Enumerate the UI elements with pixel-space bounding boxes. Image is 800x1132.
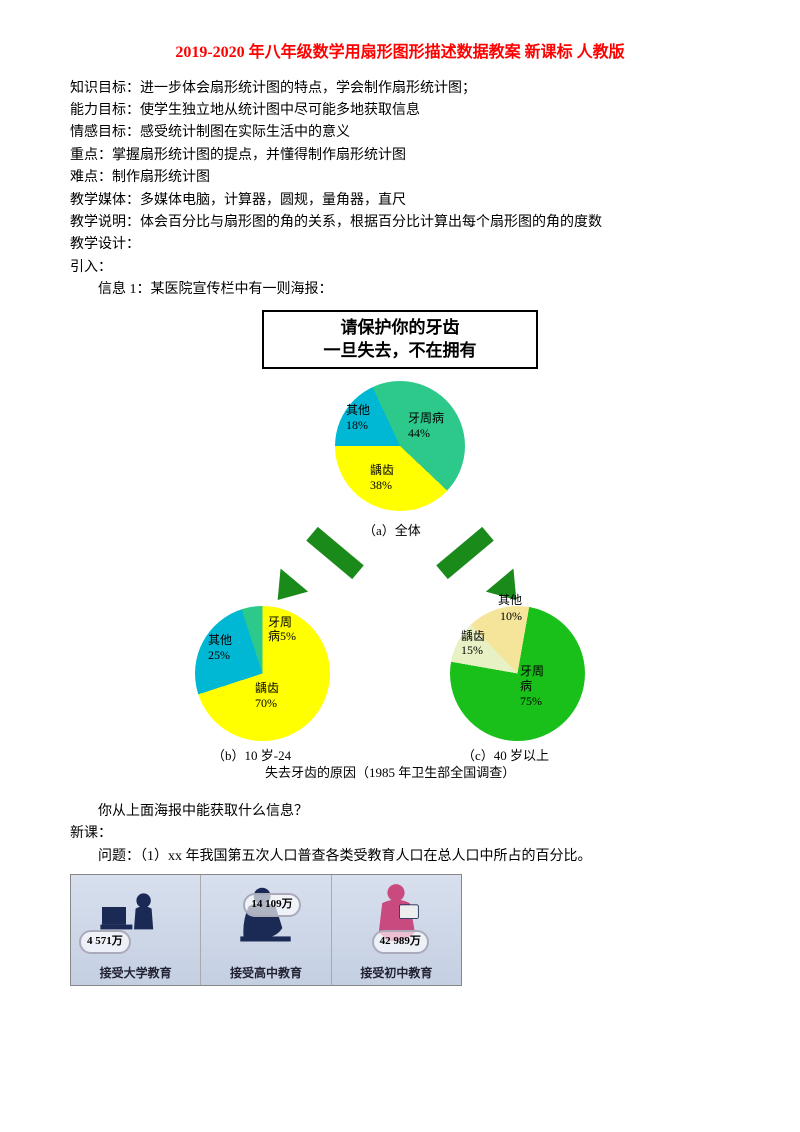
pie-a-pct-2: 38% xyxy=(370,478,392,492)
info-cell-highschool: 14 109万 接受高中教育 xyxy=(201,875,331,985)
pie-c-label-perio2: 病 xyxy=(520,679,532,693)
pie-c-pct-perio: 75% xyxy=(520,694,542,708)
pie-c-label-other: 其他 xyxy=(498,593,522,607)
info-caption-1: 接受大学教育 xyxy=(71,964,200,983)
info1-text: 信息 1：某医院宣传栏中有一则海报： xyxy=(70,279,730,301)
pie-b xyxy=(195,606,330,741)
pie-b-pct-3: 25% xyxy=(208,648,230,662)
question-after-poster: 你从上面海报中能获取什么信息？ xyxy=(70,801,730,823)
goal-emotion: 情感目标：感受统计制图在实际生活中的意义 xyxy=(70,122,730,144)
info-num-2: 14 109万 xyxy=(243,893,300,917)
charts-caption: 失去牙齿的原因（1985 年卫生部全国调查） xyxy=(265,763,515,784)
pie-a-label-2: 龋齿 xyxy=(370,463,394,477)
info-cell-middleschool: 42 989万 接受初中教育 xyxy=(332,875,461,985)
pie-a-pct-3: 18% xyxy=(346,418,368,432)
pie-b-label-1a: 牙周 xyxy=(268,615,292,629)
poster-box: 请保护你的牙齿 一旦失去，不在拥有 xyxy=(262,310,538,370)
goal-knowledge: 知识目标：进一步体会扇形统计图的特点，学会制作扇形统计图； xyxy=(70,78,730,100)
poster-line1: 请保护你的牙齿 xyxy=(270,316,530,340)
pie-c-label-caries: 龋齿 xyxy=(461,629,485,643)
goal-media: 教学媒体：多媒体电脑，计算器，圆规，量角器，直尺 xyxy=(70,190,730,212)
info-caption-3: 接受初中教育 xyxy=(332,964,461,983)
question-1: 问题：（1）xx 年我国第五次人口普查各类受教育人口在总人口中所占的百分比。 xyxy=(70,846,730,868)
intro-label: 引入： xyxy=(70,257,730,279)
pie-b-label-2: 龋齿 xyxy=(255,681,279,695)
pie-b-label-3: 其他 xyxy=(208,633,232,647)
arrow-left-stem xyxy=(306,527,364,579)
pie-a-caption: （a）全体 xyxy=(363,521,421,542)
pie-c-label-perio1: 牙周 xyxy=(520,664,544,678)
info-cell-university: 4 571万 接受大学教育 xyxy=(71,875,201,985)
pie-a xyxy=(335,381,465,511)
pie-a-label-1: 牙周病 xyxy=(408,411,444,425)
goal-design: 教学设计： xyxy=(70,234,730,256)
pie-b-label-1b: 病5% xyxy=(268,629,296,643)
goal-ability: 能力目标：使学生独立地从统计图中尽可能多地获取信息 xyxy=(70,100,730,122)
arrow-left-head xyxy=(264,569,308,612)
document-title: 2019-2020 年八年级数学用扇形图形描述数据教案 新课标 人教版 xyxy=(70,40,730,66)
newlesson-label: 新课： xyxy=(70,823,730,845)
goal-keypoint: 重点：掌握扇形统计图的提点，并懂得制作扇形统计图 xyxy=(70,145,730,167)
goal-difficulty: 难点：制作扇形统计图 xyxy=(70,167,730,189)
arrow-right-stem xyxy=(436,527,494,579)
pie-c-pct-other: 10% xyxy=(500,609,522,623)
poster-line2: 一旦失去，不在拥有 xyxy=(270,339,530,363)
info-strip: 4 571万 接受大学教育 14 109万 接受高中教育 42 989万 接受初… xyxy=(70,874,462,986)
info-num-3: 42 989万 xyxy=(372,930,429,954)
pie-a-pct-1: 44% xyxy=(408,426,430,440)
info-caption-2: 接受高中教育 xyxy=(201,964,330,983)
goal-note: 教学说明：体会百分比与扇形图的角的关系，根据百分比计算出每个扇形图的角的度数 xyxy=(70,212,730,234)
pie-b-pct-2: 70% xyxy=(255,696,277,710)
pie-charts-figure: 牙周病 44% 龋齿 38% 其他 18% （a）全体 牙周 病5% 龋齿 70… xyxy=(150,381,650,801)
pie-a-label-3: 其他 xyxy=(346,403,370,417)
pie-c xyxy=(450,606,585,741)
info-num-1: 4 571万 xyxy=(79,930,131,954)
pie-c-pct-caries: 15% xyxy=(461,643,483,657)
